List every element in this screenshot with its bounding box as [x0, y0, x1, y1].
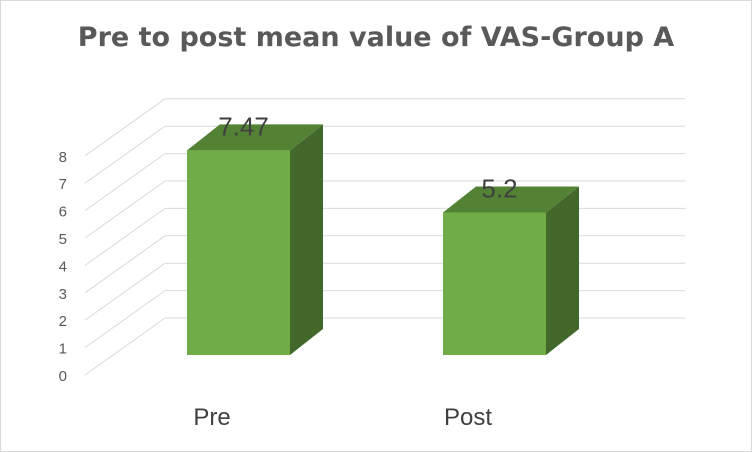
gridline-depth	[84, 317, 166, 376]
bar-top	[187, 124, 323, 151]
bar-side	[546, 186, 579, 355]
y-axis-ticks: 0 1 2 3 4 5 6 7 8	[59, 149, 67, 385]
gridline-depth	[84, 125, 166, 184]
gridline-depth	[84, 262, 166, 321]
y-tick-label: 1	[59, 341, 67, 358]
y-tick-label: 7	[59, 176, 67, 193]
y-tick-label: 2	[59, 313, 67, 330]
gridline-depth	[84, 153, 166, 212]
bar-front	[187, 150, 290, 355]
bar-front	[443, 212, 546, 355]
category-label: Pre	[193, 404, 230, 431]
gridline-depth	[84, 235, 166, 294]
data-labels: 7.47 5.2	[218, 111, 517, 203]
y-tick-label: 0	[59, 368, 67, 385]
y-tick-label: 4	[59, 258, 67, 275]
data-label: 5.2	[481, 174, 517, 204]
y-tick-label: 6	[59, 204, 67, 221]
gridline-depth	[84, 207, 166, 266]
category-label: Post	[444, 404, 492, 431]
gridlines	[84, 98, 685, 376]
data-label: 7.47	[218, 111, 269, 141]
y-tick-label: 5	[59, 231, 67, 248]
bar-top	[443, 186, 579, 213]
bar-side	[290, 124, 323, 356]
y-tick-label: 3	[59, 286, 67, 303]
chart-title: Pre to post mean value of VAS-Group A	[77, 22, 675, 53]
gridline-depth	[84, 98, 166, 157]
gridline-depth	[84, 290, 166, 349]
y-tick-label: 8	[59, 149, 67, 166]
category-labels: Pre Post	[193, 404, 492, 431]
bars	[187, 124, 579, 356]
gridline-depth	[84, 180, 166, 239]
